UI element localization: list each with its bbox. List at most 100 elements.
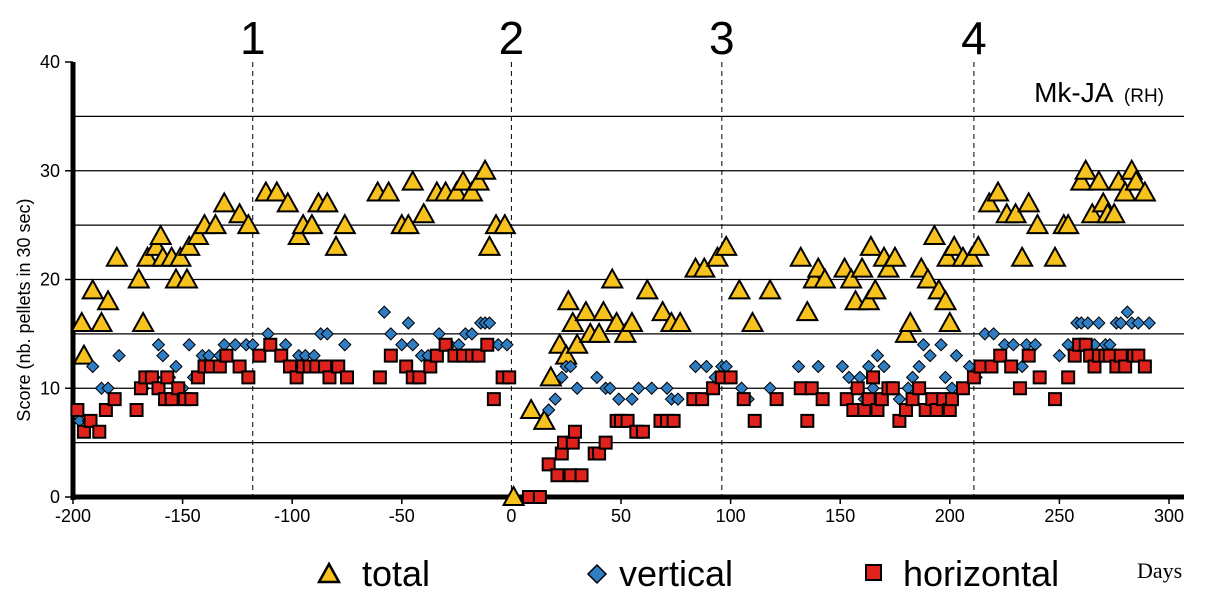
point-vertical-62 — [671, 392, 685, 406]
point-vertical-57 — [625, 392, 639, 406]
point-horizontal-53 — [532, 490, 547, 504]
point-total-81 — [813, 267, 837, 289]
point-horizontal-110 — [1004, 359, 1019, 374]
point-horizontal-4 — [98, 403, 113, 417]
point-horizontal-94 — [885, 381, 900, 396]
point-total-111 — [1025, 213, 1050, 235]
legend-horizontal-marker — [865, 564, 882, 581]
legend-total-label: total — [362, 553, 430, 592]
point-total-52 — [539, 365, 563, 387]
point-horizontal-72 — [666, 413, 681, 428]
point-total-14 — [168, 245, 193, 267]
point-horizontal-22 — [232, 359, 247, 374]
point-total-32 — [333, 213, 357, 235]
point-total-55 — [556, 289, 581, 311]
point-vertical-73 — [811, 359, 825, 374]
point-total-116 — [1074, 158, 1098, 180]
point-horizontal-67 — [620, 413, 635, 428]
point-horizontal-26 — [274, 348, 289, 363]
point-horizontal-37 — [383, 348, 398, 363]
point-horizontal-3 — [92, 424, 107, 439]
point-total-106 — [986, 180, 1010, 202]
point-total-57 — [565, 332, 589, 354]
point-total-7 — [131, 310, 155, 332]
point-vertical-102 — [1052, 348, 1067, 363]
point-horizontal-77 — [723, 370, 738, 385]
point-total-3 — [89, 310, 114, 332]
x-tick-label-0: 0 — [506, 506, 516, 526]
point-total-16 — [177, 234, 201, 256]
point-horizontal-84 — [815, 392, 830, 407]
point-total-37 — [401, 169, 425, 191]
point-vertical-59 — [644, 381, 659, 395]
point-horizontal-112 — [1021, 348, 1036, 363]
point-horizontal-49 — [486, 392, 501, 407]
point-total-93 — [898, 310, 923, 332]
point-total-121 — [1102, 202, 1126, 224]
tick-labels: -200 -150 -100 -50 0 50 100 150 200 250 300 0 10 20 30… — [40, 52, 1184, 526]
point-vertical-112 — [1114, 316, 1128, 330]
point-horizontal-105 — [955, 381, 970, 396]
point-vertical-81 — [870, 348, 885, 363]
point-total-86 — [856, 289, 881, 311]
point-vertical-13 — [182, 338, 196, 352]
point-vertical-49 — [555, 370, 569, 385]
point-horizontal-24 — [252, 348, 267, 363]
legend-horizontal-label: horizontal — [903, 553, 1059, 592]
point-total-8 — [135, 245, 160, 267]
point-total-118 — [1087, 169, 1111, 191]
point-total-5 — [105, 245, 129, 267]
series-horizontal — [70, 337, 1152, 504]
point-vertical-48 — [548, 392, 562, 406]
point-total-99 — [935, 245, 960, 267]
point-total-91 — [883, 245, 907, 267]
point-total-26 — [287, 223, 311, 245]
x-tick-label-300: 300 — [1154, 506, 1184, 526]
point-total-77 — [789, 245, 813, 267]
x-tick-label-50: 50 — [611, 506, 631, 526]
point-total-62 — [600, 267, 624, 289]
point-horizontal-78 — [736, 392, 751, 407]
point-horizontal-47 — [471, 348, 486, 363]
point-vertical-88 — [923, 348, 937, 363]
point-total-104 — [966, 234, 990, 256]
point-horizontal-21 — [219, 348, 234, 363]
point-vertical-64 — [699, 359, 714, 374]
point-total-65 — [620, 310, 644, 332]
point-vertical-86 — [912, 359, 926, 374]
point-vertical-116 — [1142, 316, 1156, 330]
point-total-31 — [324, 234, 348, 256]
y-tick-label-20: 20 — [40, 270, 60, 290]
point-total-76 — [758, 278, 782, 300]
y-axis-label: Score (nb. pellets in 30 sec) — [14, 198, 34, 421]
point-total-101 — [942, 234, 966, 256]
point-vertical-29 — [338, 338, 352, 352]
point-vertical-115 — [1131, 316, 1146, 330]
point-total-48 — [493, 213, 517, 235]
point-horizontal-79 — [747, 413, 762, 428]
point-total-105 — [977, 191, 1001, 213]
point-vertical-33 — [401, 316, 416, 330]
point-total-63 — [604, 310, 629, 332]
legend-vertical-label: vertical — [619, 553, 733, 592]
point-horizontal-12 — [160, 370, 175, 385]
point-total-90 — [876, 256, 901, 278]
point-vertical-44 — [482, 316, 497, 330]
point-vertical-51 — [563, 359, 578, 374]
point-total-22 — [236, 213, 261, 235]
point-horizontal-74 — [695, 392, 710, 407]
y-tick-label-30: 30 — [40, 161, 60, 181]
point-vertical-28 — [320, 327, 334, 341]
point-total-0 — [70, 310, 94, 332]
y-tick-label-0: 0 — [50, 487, 60, 507]
x-axis-label: Days — [1137, 558, 1182, 583]
point-total-60 — [587, 321, 611, 343]
point-total-34 — [376, 180, 401, 202]
point-vertical-32 — [395, 338, 409, 352]
point-total-109 — [1010, 245, 1034, 267]
point-total-36 — [396, 213, 421, 235]
point-total-98 — [933, 289, 958, 311]
point-vertical-55 — [603, 381, 617, 395]
legend-vertical-marker — [586, 563, 608, 585]
point-total-50 — [519, 397, 543, 419]
